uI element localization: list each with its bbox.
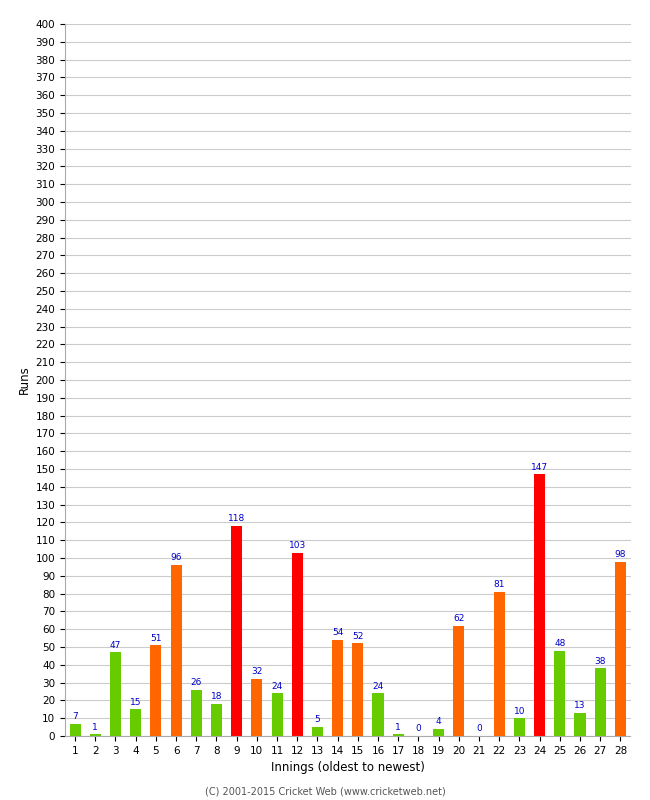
Text: 48: 48	[554, 639, 566, 648]
Bar	[433, 729, 444, 736]
Text: 62: 62	[453, 614, 465, 623]
Bar	[110, 652, 121, 736]
Text: 15: 15	[130, 698, 142, 706]
Bar	[372, 694, 384, 736]
Text: 1: 1	[92, 722, 98, 731]
Bar	[575, 713, 586, 736]
Text: 18: 18	[211, 692, 222, 702]
Bar	[170, 565, 181, 736]
Bar	[595, 668, 606, 736]
Text: 4: 4	[436, 718, 441, 726]
Text: 52: 52	[352, 632, 363, 641]
Text: 24: 24	[372, 682, 384, 690]
Text: 147: 147	[531, 462, 548, 472]
Text: 26: 26	[190, 678, 202, 687]
Text: 38: 38	[595, 657, 606, 666]
Bar	[150, 646, 161, 736]
Bar	[70, 723, 81, 736]
Bar	[211, 704, 222, 736]
Text: 7: 7	[72, 712, 78, 721]
Text: 98: 98	[615, 550, 626, 559]
Y-axis label: Runs: Runs	[18, 366, 31, 394]
Bar	[393, 734, 404, 736]
Bar	[190, 690, 202, 736]
Bar	[292, 553, 303, 736]
Bar	[554, 650, 565, 736]
Bar	[453, 626, 464, 736]
Bar	[130, 710, 141, 736]
Text: 1: 1	[395, 722, 401, 731]
Text: 24: 24	[272, 682, 283, 690]
Text: 10: 10	[514, 706, 525, 715]
Bar	[332, 640, 343, 736]
Text: 81: 81	[493, 580, 505, 589]
Bar	[90, 734, 101, 736]
Bar	[534, 474, 545, 736]
Bar	[493, 592, 505, 736]
Bar	[352, 643, 363, 736]
X-axis label: Innings (oldest to newest): Innings (oldest to newest)	[271, 762, 424, 774]
Bar	[514, 718, 525, 736]
Bar	[231, 526, 242, 736]
Text: 51: 51	[150, 634, 162, 642]
Text: 103: 103	[289, 541, 306, 550]
Text: 96: 96	[170, 554, 182, 562]
Bar	[252, 679, 263, 736]
Text: 13: 13	[574, 701, 586, 710]
Text: 118: 118	[228, 514, 245, 523]
Text: 54: 54	[332, 628, 343, 638]
Bar	[312, 727, 323, 736]
Bar	[272, 694, 283, 736]
Text: 0: 0	[415, 724, 421, 734]
Text: (C) 2001-2015 Cricket Web (www.cricketweb.net): (C) 2001-2015 Cricket Web (www.cricketwe…	[205, 786, 445, 796]
Text: 32: 32	[251, 667, 263, 676]
Text: 47: 47	[110, 641, 121, 650]
Text: 0: 0	[476, 724, 482, 734]
Bar	[615, 562, 626, 736]
Text: 5: 5	[315, 715, 320, 725]
